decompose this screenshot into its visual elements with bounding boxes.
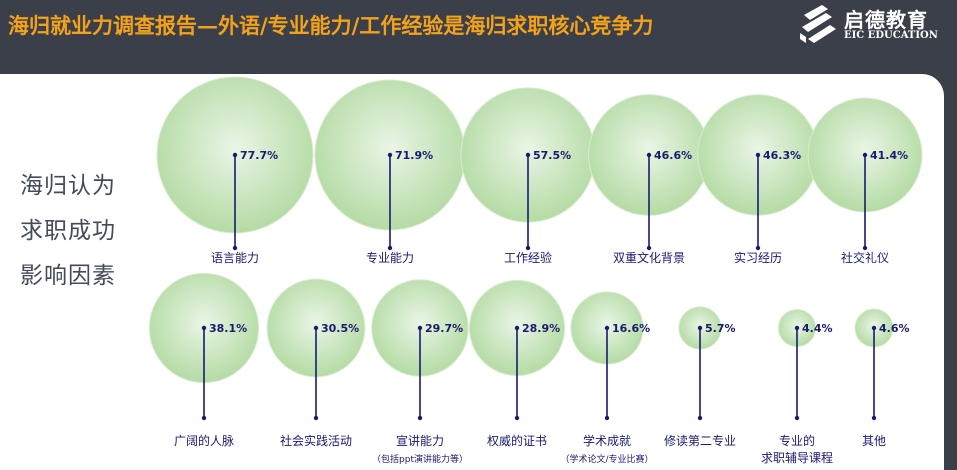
bubble-center-dot [387,152,393,158]
category-label: 权威的证书 [487,433,547,448]
bubble-value-label: 77.7% [240,149,278,162]
bubble-center-dot [871,325,877,331]
category-label: 其他 [862,434,886,448]
bubble-center-dot [862,152,868,158]
header-bar: 海归就业力调查报告—外语/专业能力/工作经验是海归求职核心竞争力 启德教育 EI… [0,0,957,52]
bubble-base-dot [646,245,652,251]
category-sublabel: 求职辅导课程 [761,450,833,465]
bubble-base-dot [794,415,800,421]
bubble-center-dot [755,152,761,158]
bubble-center-dot [525,152,531,158]
category-label: 双重文化背景 [613,250,685,265]
bubble-value-label: 41.4% [870,149,908,162]
category-label: 语言能力 [211,251,259,265]
bubble-base-dot [697,415,703,421]
category-sublabel: （学术论文/专业比赛） [560,453,653,465]
bubble-value-label: 57.5% [533,149,571,162]
bubble-base-dot [604,415,610,421]
bubble-base-dot [201,415,207,421]
bubble-value-label: 46.6% [654,149,692,162]
bubble-center-dot [646,152,652,158]
category-label: 工作经验 [504,250,552,265]
bubble-center-dot [794,325,800,331]
bubble-value-label: 71.9% [395,149,433,162]
bubble-base-dot [387,245,393,251]
bubble-value-label: 16.6% [612,322,650,335]
bubble-value-label: 4.6% [879,322,910,335]
bubble-base-dot [871,415,877,421]
side-label: 海归认为 求职成功 影响因素 [20,164,130,299]
bubble-value-label: 4.4% [802,322,833,335]
brand-logo: 启德教育 EIC EDUCATION [798,3,954,47]
brand-name-en: EIC EDUCATION [844,30,938,41]
bubble-base-dot [525,245,531,251]
side-label-line: 求职成功 [20,218,116,244]
category-label: 修读第二专业 [664,433,736,448]
bubble-value-label: 5.7% [705,322,736,335]
category-label: 学术成就 [583,433,631,448]
category-label: 广阔的人脉 [174,433,234,448]
bubble-center-dot [514,325,520,331]
category-label: 社交礼仪 [841,250,889,265]
bubble-base-dot [514,415,520,421]
bubble-center-dot [232,152,238,158]
bubble-center-dot [604,325,610,331]
category-label: 实习经历 [734,250,782,265]
brand-logo-icon [800,5,836,43]
bubble-value-label: 46.3% [763,149,801,162]
bubble-value-label: 30.5% [321,322,359,335]
category-sublabel: （包括ppt演讲能力等） [372,453,468,465]
side-label-line: 海归认为 [20,173,116,199]
bubble-base-dot [232,245,238,251]
category-label: 社会实践活动 [280,433,352,448]
bubble-layer: 77.7% 语言能力 71.9% 专业能力 57.5% 工作经验 46.6% 双重文化背景 46… [148,76,923,465]
bubble-base-dot [313,415,319,421]
bubble-value-label: 29.7% [425,322,463,335]
bubble-base-dot [862,245,868,251]
bubble-center-dot [417,325,423,331]
bubble-value-label: 28.9% [522,322,560,335]
bubble-center-dot [697,325,703,331]
bubble-base-dot [755,245,761,251]
page-title: 海归就业力调查报告—外语/专业能力/工作经验是海归求职核心竞争力 [8,13,654,38]
bubble-value-label: 38.1% [209,322,247,335]
category-label: 专业能力 [366,250,414,265]
bubble-center-dot [201,325,207,331]
category-label: 宣讲能力 [396,433,444,448]
brand-name-cn: 启德教育 [844,8,928,32]
category-label: 专业的 [779,433,815,448]
bubble-base-dot [417,415,423,421]
bubble-center-dot [313,325,319,331]
side-label-line: 影响因素 [20,263,116,289]
